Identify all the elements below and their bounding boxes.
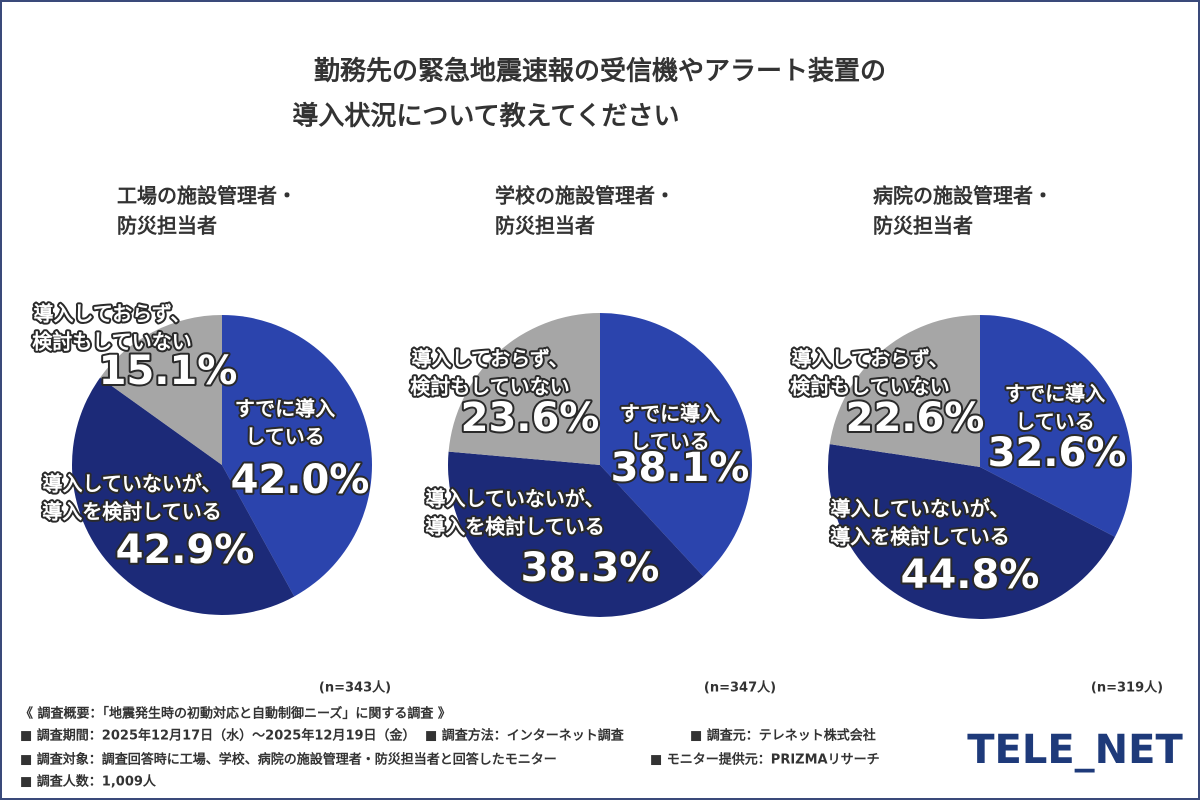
pie-slice: [222, 315, 372, 597]
slice-label: している: [1015, 410, 1094, 434]
pie-slice: [980, 315, 1132, 537]
survey-note: ■ 調査対象：調査回答時に工場、学校、病院の施設管理者・防災担当者と回答したモニ…: [20, 752, 557, 768]
sample-size: (n=343人): [319, 680, 391, 696]
value-label: 38.1%: [611, 445, 750, 491]
pie-title: 病院の施設管理者・: [873, 184, 1053, 208]
survey-note: ■ モニター提供元：PRIZMAリサーチ: [650, 752, 880, 768]
survey-note: ■ 調査人数：1,009人: [20, 774, 157, 790]
pie-slice: [100, 315, 222, 465]
slice-label: 検討もしていない: [410, 375, 569, 399]
value-label: 42.0%: [231, 457, 370, 503]
title-line: 導入状況について教えてください: [292, 101, 679, 132]
survey-note: ■ 調査方法：インターネット調査: [425, 728, 625, 744]
value-label: 44.8%: [901, 552, 1040, 598]
pie-title: 防災担当者: [495, 214, 595, 238]
slice-label: 導入していないが、: [426, 487, 605, 511]
slice-label: 導入しておらず、: [412, 347, 569, 371]
slice-label: 検討もしていない: [790, 375, 949, 399]
slice-label: 導入を検討している: [42, 500, 221, 524]
slice-label: 検討もしていない: [32, 330, 191, 354]
slice-label: 導入していないが、: [43, 472, 222, 496]
sample-size: (n=347人): [704, 680, 776, 696]
slice-label: している: [630, 430, 709, 454]
slice-label: 導入を検討している: [830, 525, 1009, 549]
slice-label: 導入していないが、: [831, 497, 1010, 521]
survey-note: 《 調査概要：「地震発生時の初動対応と自動制御ニーズ」に関する調査 》: [20, 706, 451, 722]
pie-slice: [829, 315, 980, 467]
slice-label: 導入しておらず、: [792, 347, 949, 371]
slice-label: 導入しておらず、: [34, 302, 191, 326]
title-line: 勤務先の緊急地震速報の受信機やアラート装置の: [314, 56, 886, 87]
pie-title: 防災担当者: [873, 214, 973, 238]
survey-note: ■ 調査元：テレネット株式会社: [690, 728, 876, 744]
slice-label: すでに導入: [1005, 382, 1105, 406]
slice-label: している: [245, 425, 324, 449]
pie-slice: [600, 313, 752, 577]
value-label: 38.3%: [521, 545, 660, 591]
value-label: 15.1%: [99, 348, 238, 394]
value-label: 42.9%: [116, 527, 255, 573]
slice-label: すでに導入: [235, 397, 335, 421]
slice-label: すでに導入: [620, 402, 720, 426]
pie-title: 工場の施設管理者・: [117, 184, 297, 208]
value-label: 22.6%: [846, 395, 985, 441]
slice-label: 導入を検討している: [425, 515, 604, 539]
pie-slice: [828, 444, 1115, 619]
pie-title: 学校の施設管理者・: [495, 184, 675, 208]
pie-slice: [448, 313, 600, 465]
value-label: 32.6%: [988, 430, 1127, 476]
survey-note: ■ 調査期間：2025年12月17日（水）～2025年12月19日（金）: [20, 728, 416, 744]
pie-slice: [72, 377, 295, 615]
pie-slice: [448, 451, 704, 617]
logo: TELE_NET: [967, 727, 1183, 773]
pie-title: 防災担当者: [117, 214, 217, 238]
value-label: 23.6%: [461, 395, 600, 441]
sample-size: (n=319人): [1091, 680, 1163, 696]
